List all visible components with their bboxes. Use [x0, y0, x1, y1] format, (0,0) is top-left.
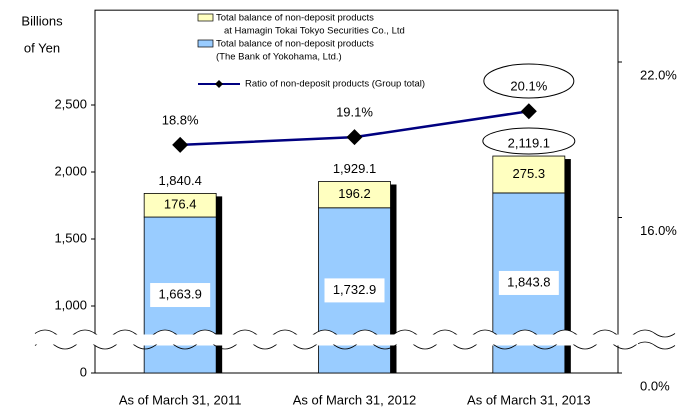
legend-swatch [197, 13, 214, 22]
data-label: 196.2 [338, 186, 371, 201]
y2-tick-label: 16.0% [640, 223, 677, 238]
label-box [324, 278, 385, 303]
bar-segment [492, 155, 566, 194]
ratio-marker [346, 129, 363, 146]
legend-note: (The Bank of Yokohama, Ltd.) [216, 52, 342, 63]
y-tick-label: 1,000 [54, 297, 87, 312]
legend-label: Total balance of non-deposit products [216, 39, 374, 50]
y-axis-label: Billions [21, 13, 63, 28]
axis-break-fill [35, 334, 638, 345]
highlight-oval [482, 127, 576, 155]
legend-label: Ratio of non-deposit products (Group tot… [245, 79, 425, 90]
legend-label: Total balance of non-deposit products [216, 13, 374, 24]
bar-segment [318, 181, 391, 209]
ratio-marker [172, 136, 189, 153]
data-label: 1,663.9 [158, 286, 201, 301]
x-tick-label: As of March 31, 2012 [293, 392, 417, 407]
data-label: 275.3 [513, 166, 546, 181]
label-box [150, 283, 211, 308]
x-tick-label: As of March 31, 2011 [119, 392, 242, 407]
x-tick-label: As of March 31, 2013 [467, 392, 591, 407]
y-tick-label: 0 [80, 364, 87, 379]
total-label: 2,119.1 [508, 135, 550, 150]
y-tick-label: 2,500 [54, 96, 87, 111]
ratio-label: 19.1% [336, 105, 373, 120]
bar-segment [143, 192, 217, 218]
legend-note: at Hamagin Tokai Tokyo Securities Co., L… [224, 26, 405, 37]
legend-marker [215, 80, 223, 88]
data-label: 1,732.9 [333, 282, 376, 297]
y-tick-label: 1,500 [54, 230, 87, 245]
total-label: 1,929.1 [333, 161, 376, 176]
ratio-label: 18.8% [162, 112, 199, 127]
y2-tick-label: 0.0% [640, 378, 670, 393]
y-axis-label: of Yen [24, 40, 60, 55]
label-box [498, 270, 559, 295]
y2-tick-label: 22.0% [640, 67, 677, 82]
legend-swatch [197, 39, 214, 48]
data-label: 176.4 [164, 197, 197, 212]
data-label: 1,843.8 [507, 274, 550, 289]
y-tick-label: 2,000 [54, 163, 87, 178]
highlight-oval [483, 63, 575, 99]
ratio-marker [520, 103, 537, 120]
ratio-label: 20.1% [510, 79, 547, 94]
total-label: 1,840.4 [158, 173, 201, 188]
